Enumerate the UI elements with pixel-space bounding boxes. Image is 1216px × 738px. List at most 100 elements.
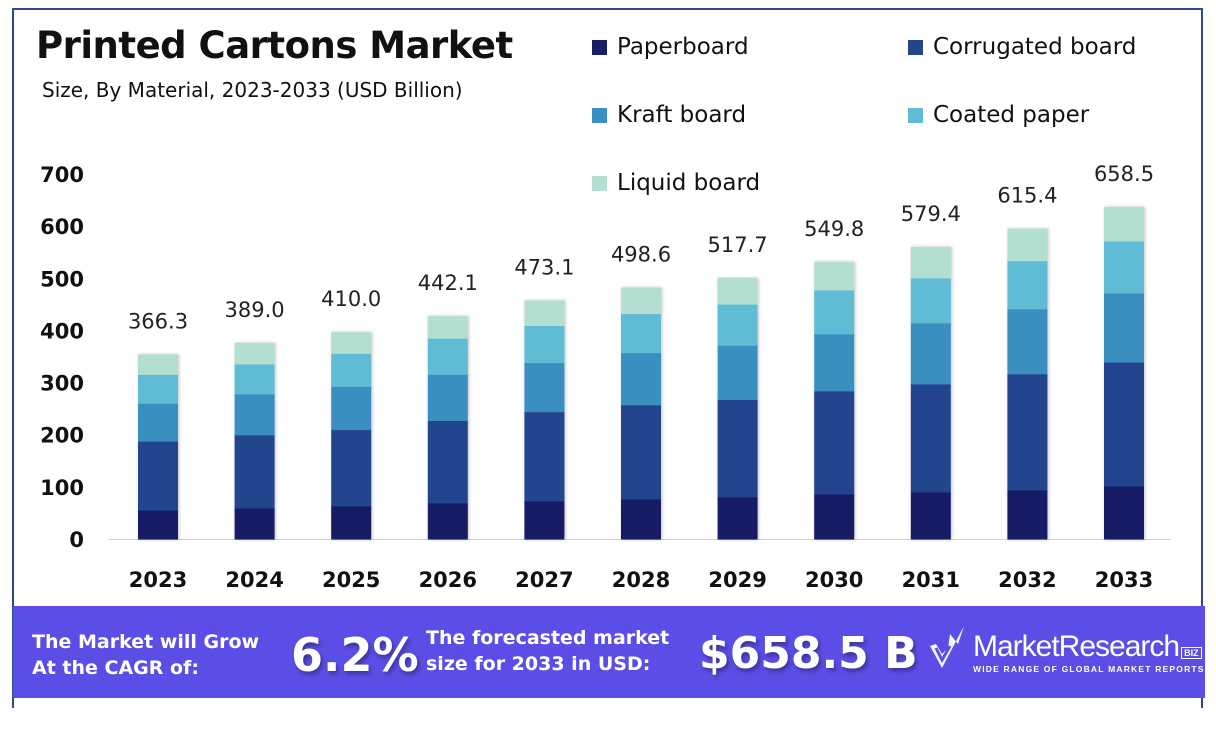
chart-frame (12, 8, 1203, 708)
y-tick-label: 700 (40, 163, 84, 187)
bar-segment-paperboard (1104, 486, 1144, 540)
bar-segment-liquid-board (1007, 228, 1048, 262)
footer-banner: The Market will Grow At the CAGR of: 6.2… (13, 606, 1205, 698)
bar-segment-kraft-board (331, 386, 372, 431)
bar-stack-2026 (427, 316, 468, 540)
chart-title: Printed Cartons Market (36, 24, 513, 67)
x-tick-label: 2025 (322, 568, 380, 592)
legend-swatch-paperboard (592, 39, 607, 55)
bar-segment-coated-paper (1104, 241, 1144, 294)
bar-segment-corrugated-board (1007, 373, 1048, 491)
bar-segment-paperboard (910, 491, 951, 540)
bar-segment-paperboard (234, 507, 275, 540)
bar-segment-coated-paper (524, 325, 565, 364)
data-label-total: 517.7 (708, 233, 768, 257)
y-tick-label: 400 (40, 319, 84, 343)
y-tick-label: 500 (40, 267, 84, 291)
bar-segment-liquid-board (524, 300, 565, 327)
forecast-caption-line1: The forecasted market (426, 627, 670, 649)
bars (138, 207, 1144, 540)
legend-label: Liquid board (617, 170, 761, 196)
bar-segment-corrugated-board (427, 420, 468, 504)
data-label-total: 498.6 (611, 243, 671, 267)
bar-segment-liquid-board (234, 342, 275, 365)
x-tick-label: 2033 (1095, 568, 1153, 592)
bar-segment-corrugated-board (717, 399, 758, 498)
bar-segment-paperboard (138, 510, 178, 540)
bar-segment-coated-paper (717, 304, 758, 346)
bar-segment-coated-paper (138, 374, 178, 404)
bar-stack-2023 (138, 354, 178, 540)
data-labels: 366.3 389.0 410.0 442.1 473.1 498.6 517.7 549.8… (128, 162, 1154, 333)
y-tick-label: 600 (40, 215, 84, 239)
legend-label: Corrugated board (933, 34, 1137, 60)
brand-suffix: BIZ (1181, 647, 1202, 659)
legend-swatch-coated-paper (908, 107, 923, 123)
data-label-total: 389.0 (225, 298, 285, 322)
legend-label: Paperboard (617, 34, 749, 60)
bar-segment-corrugated-board (138, 441, 178, 511)
bar-stack-2025 (331, 332, 372, 540)
x-tick-label: 2027 (515, 568, 573, 592)
x-tick-label: 2029 (708, 568, 766, 592)
bar-segment-liquid-board (814, 261, 855, 291)
bar-segment-paperboard (427, 502, 468, 540)
bar-segment-coated-paper (1007, 260, 1048, 310)
legend-item-coated-paper: Coated paper (908, 102, 1089, 128)
brand-tagline: WIDE RANGE OF GLOBAL MARKET REPORTS (973, 664, 1205, 674)
bar-segment-kraft-board (621, 352, 661, 406)
data-label-total: 410.0 (321, 287, 381, 311)
legend-swatch-corrugated-board (908, 39, 923, 55)
forecast-value: $658.5 B (699, 628, 918, 679)
x-axis: 2023 2024 2025 2026 2027 2028 2029 2030 2031 2032… (129, 568, 1153, 592)
forecast-caption: The forecasted market size for 2033 in U… (426, 625, 669, 677)
data-label-total: 658.5 (1094, 162, 1154, 186)
bar-segment-paperboard (524, 500, 565, 540)
bar-segment-corrugated-board (1104, 362, 1144, 487)
cagr-caption-line2: At the CAGR of: (32, 657, 199, 679)
bar-segment-liquid-board (138, 354, 178, 375)
data-label-total: 615.4 (997, 184, 1057, 208)
bar-stack-2030 (814, 261, 855, 540)
brand-logo-check-icon (930, 626, 964, 668)
bar-stack-2033 (1104, 207, 1144, 540)
bar-segment-corrugated-board (234, 434, 275, 509)
x-tick-label: 2026 (419, 568, 477, 592)
bar-segment-kraft-board (717, 345, 758, 400)
bar-segment-paperboard (621, 498, 661, 540)
bar-segment-liquid-board (427, 316, 468, 339)
bar-segment-coated-paper (910, 277, 951, 324)
bar-stack-2031 (910, 246, 951, 540)
bar-segment-kraft-board (1007, 308, 1048, 375)
data-label-total: 442.1 (418, 271, 478, 295)
brand-logo: MarketResearch BIZ WIDE RANGE OF GLOBAL M… (973, 630, 1205, 674)
legend-item-paperboard: Paperboard (592, 34, 749, 60)
y-tick-label: 200 (40, 424, 84, 448)
legend-item-liquid-board: Liquid board (592, 170, 760, 196)
x-tick-label: 2030 (805, 568, 863, 592)
cagr-caption: The Market will Grow At the CAGR of: (32, 629, 259, 681)
legend-swatch-kraft-board (592, 107, 607, 123)
bar-segment-paperboard (814, 493, 855, 540)
bar-segment-paperboard (1007, 489, 1048, 540)
bar-segment-corrugated-board (814, 390, 855, 495)
bar-segment-paperboard (331, 505, 372, 540)
bar-segment-kraft-board (814, 333, 855, 392)
legend-item-corrugated-board: Corrugated board (908, 34, 1136, 60)
x-tick-label: 2028 (612, 568, 670, 592)
legend-label: Kraft board (617, 102, 747, 128)
bar-stack-2028 (621, 287, 661, 540)
bar-stack-2027 (524, 300, 565, 540)
bar-segment-kraft-board (234, 393, 275, 436)
x-tick-label: 2023 (129, 568, 187, 592)
bar-segment-corrugated-board (524, 411, 565, 502)
bar-segment-coated-paper (427, 338, 468, 375)
legend-swatch-liquid-board (592, 175, 607, 191)
bar-segment-liquid-board (717, 278, 758, 305)
bar-segment-liquid-board (621, 287, 661, 315)
x-tick-label: 2031 (902, 568, 960, 592)
bar-segment-kraft-board (910, 322, 951, 385)
bar-segment-liquid-board (331, 332, 372, 354)
data-label-total: 473.1 (514, 255, 574, 279)
